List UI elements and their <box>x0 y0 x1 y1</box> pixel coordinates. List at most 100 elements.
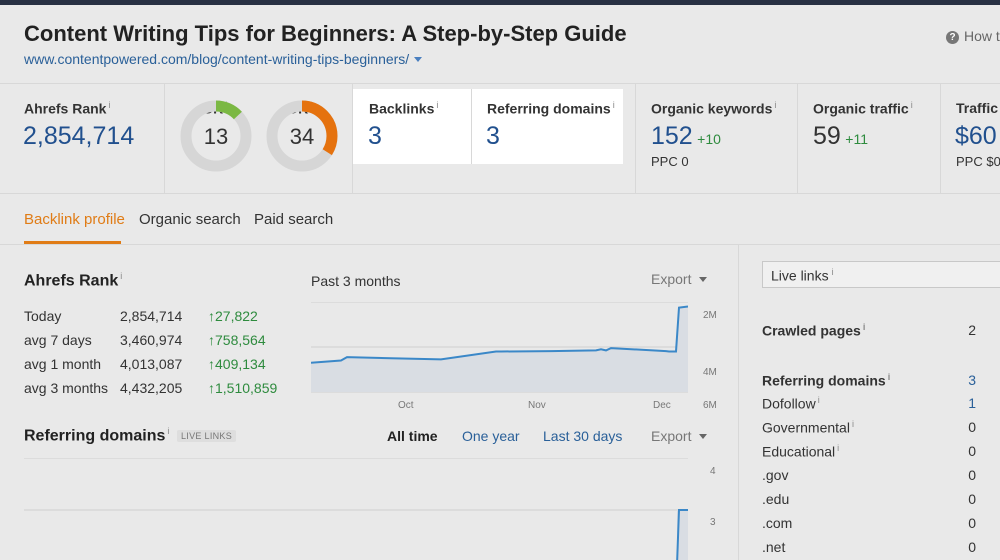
crawled-pages-value: 2 <box>968 322 976 338</box>
com-value: 0 <box>968 515 976 531</box>
edu-value: 0 <box>968 491 976 507</box>
educational-value: 0 <box>968 443 976 459</box>
filter-all-time[interactable]: All time <box>387 428 438 444</box>
ahrefs-rank-value: 2,854,714 <box>23 122 135 150</box>
x-tick-label: Nov <box>528 400 546 411</box>
chevron-down-icon <box>699 434 708 439</box>
how-to-link[interactable]: ? How t <box>946 28 1000 44</box>
educational-label: Educational i <box>762 443 840 460</box>
ur-gauge-arc <box>180 100 252 172</box>
referring-domains-value[interactable]: 3 <box>486 122 500 150</box>
rp-referring-domains-value[interactable]: 3 <box>968 372 976 388</box>
live-links-select[interactable]: Live links i <box>762 261 1000 288</box>
rank-export-button[interactable]: Export <box>651 271 708 287</box>
info-icon[interactable]: i <box>167 426 170 436</box>
rank-row-delta: ↑27,822 <box>208 308 258 324</box>
organic-keywords-row: 152 +10 <box>651 122 721 151</box>
filter-last-30-days[interactable]: Last 30 days <box>543 428 623 444</box>
rank-row-label: avg 7 days <box>24 332 92 348</box>
com-label: .com <box>762 515 793 531</box>
y-tick-label: 4M <box>703 367 717 378</box>
y-tick-label: 4 <box>710 466 716 477</box>
info-icon[interactable]: i <box>108 100 111 110</box>
ahrefs-rank-label: Ahrefs Rank i <box>24 100 111 117</box>
ur-value: 13 <box>203 124 229 149</box>
active-tab-indicator <box>24 241 121 244</box>
info-icon[interactable]: i <box>817 395 820 405</box>
referring-domains-chart <box>24 458 688 560</box>
referring-domains-label: Referring domains i <box>487 100 615 117</box>
organic-traffic-delta: +11 <box>845 131 868 147</box>
info-icon[interactable]: i <box>436 100 439 110</box>
info-icon[interactable]: i <box>851 419 854 429</box>
metric-divider <box>164 84 165 193</box>
metrics-divider-top <box>0 83 1000 84</box>
rank-row-delta: ↑758,564 <box>208 332 266 348</box>
organic-keywords-label: Organic keywords i <box>651 100 777 117</box>
page-url[interactable]: www.contentpowered.com/blog/content-writ… <box>24 51 423 67</box>
tab-organic-search[interactable]: Organic search <box>139 211 241 228</box>
net-label: .net <box>762 539 786 555</box>
referring-domains-section-title: Referring domains i <box>24 426 170 445</box>
gov-label: .gov <box>762 467 789 483</box>
question-icon: ? <box>946 31 959 44</box>
organic-traffic-label: Organic traffic i <box>813 100 913 117</box>
x-tick-label: Dec <box>653 400 671 411</box>
crawled-pages-label: Crawled pages i <box>762 322 866 339</box>
info-icon[interactable]: i <box>120 271 123 281</box>
highlight-box <box>353 89 623 164</box>
chevron-down-icon <box>699 277 708 282</box>
metric-divider <box>352 84 353 193</box>
rd-line <box>676 509 688 560</box>
traffic-value-value[interactable]: $60 <box>955 122 997 150</box>
rank-area <box>311 306 688 392</box>
ref-domains-export-button[interactable]: Export <box>651 428 708 444</box>
info-icon: i <box>831 267 834 277</box>
governmental-label: Governmental i <box>762 419 854 436</box>
dr-gauge-arc <box>266 100 338 172</box>
dofollow-label: Dofollow i <box>762 395 820 412</box>
metric-divider <box>940 84 941 193</box>
chevron-down-icon[interactable] <box>414 57 423 62</box>
traffic-value-label: Traffic v <box>956 100 1000 116</box>
rank-row-label: Today <box>24 308 62 324</box>
gov-value: 0 <box>968 467 976 483</box>
filter-one-year[interactable]: One year <box>462 428 520 444</box>
organic-keywords-value[interactable]: 152 <box>651 122 693 150</box>
tab-paid-search[interactable]: Paid search <box>254 211 334 228</box>
page-url-text[interactable]: www.contentpowered.com/blog/content-writ… <box>24 51 410 67</box>
rank-row-value: 2,854,714 <box>120 308 183 324</box>
ahrefs-rank-section-title: Ahrefs Rank i <box>24 271 123 290</box>
live-links-badge: LIVE LINKS <box>177 430 237 442</box>
chart-period-label: Past 3 months <box>311 273 401 289</box>
rank-line <box>311 305 688 364</box>
top-bar <box>0 0 1000 5</box>
traffic-value-ppc: PPC $0 <box>956 154 1000 169</box>
info-icon[interactable]: i <box>837 443 840 453</box>
organic-keywords-delta: +10 <box>697 131 721 147</box>
info-icon[interactable]: i <box>910 100 913 110</box>
governmental-value: 0 <box>968 419 976 435</box>
rp-referring-domains-label: Referring domains i <box>762 372 891 389</box>
rd-area <box>677 510 688 560</box>
organic-traffic-value[interactable]: 59 <box>813 122 841 150</box>
y-tick-label: 6M <box>703 400 717 411</box>
backlinks-value[interactable]: 3 <box>368 122 382 150</box>
how-to-label[interactable]: How t <box>964 28 1000 44</box>
organic-keywords-ppc: PPC 0 <box>651 154 689 169</box>
dofollow-value[interactable]: 1 <box>968 395 976 411</box>
info-icon[interactable]: i <box>612 100 615 110</box>
ur-gauge <box>180 100 252 172</box>
tabs-divider <box>0 244 1000 245</box>
metrics-divider-bottom <box>0 193 1000 194</box>
info-icon[interactable]: i <box>887 372 891 382</box>
page-title: Content Writing Tips for Beginners: A St… <box>24 21 627 46</box>
info-icon[interactable]: i <box>862 322 866 332</box>
edu-label: .edu <box>762 491 790 507</box>
metric-divider <box>471 89 472 164</box>
organic-traffic-row: 59 +11 <box>813 122 868 151</box>
x-tick-label: Oct <box>398 400 414 411</box>
tab-backlink-profile[interactable]: Backlink profile <box>24 211 125 228</box>
info-icon[interactable]: i <box>774 100 777 110</box>
rank-row-label: avg 1 month <box>24 356 102 372</box>
